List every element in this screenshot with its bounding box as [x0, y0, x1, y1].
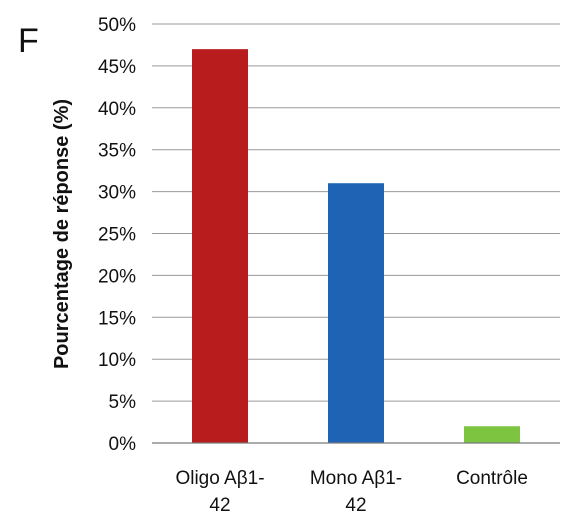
y-tick-label: 50% — [98, 15, 136, 36]
y-tick-label: 30% — [98, 183, 136, 204]
y-tick-label: 20% — [98, 266, 136, 287]
y-axis-title: Pourcentage de réponse (%) — [51, 99, 73, 369]
bar — [464, 426, 520, 443]
bars — [192, 49, 520, 443]
y-tick-label: 15% — [98, 308, 136, 329]
bar — [192, 49, 248, 443]
bar — [328, 183, 384, 443]
y-tick-label: 25% — [98, 225, 136, 246]
y-tick-label: 0% — [109, 434, 137, 455]
x-axis-labels: Oligo Aβ1-42 Mono Aβ1-42 Contrôle — [175, 468, 527, 516]
y-tick-label: 45% — [98, 57, 136, 78]
y-tick-label: 35% — [98, 141, 136, 162]
y-tick-label: 10% — [98, 350, 136, 371]
panel-label: F — [18, 22, 39, 60]
x-tick-label: Contrôle — [456, 468, 528, 489]
y-tick-label: 40% — [98, 99, 136, 120]
y-tick-label: 5% — [109, 392, 137, 413]
x-tick-label: Mono Aβ1-42 — [310, 468, 402, 516]
y-axis-ticks: 0% 5% 10% 15% 20% 25% 30% 35% 40% 45% 50% — [98, 15, 136, 455]
x-tick-label: Oligo Aβ1-42 — [175, 468, 264, 516]
